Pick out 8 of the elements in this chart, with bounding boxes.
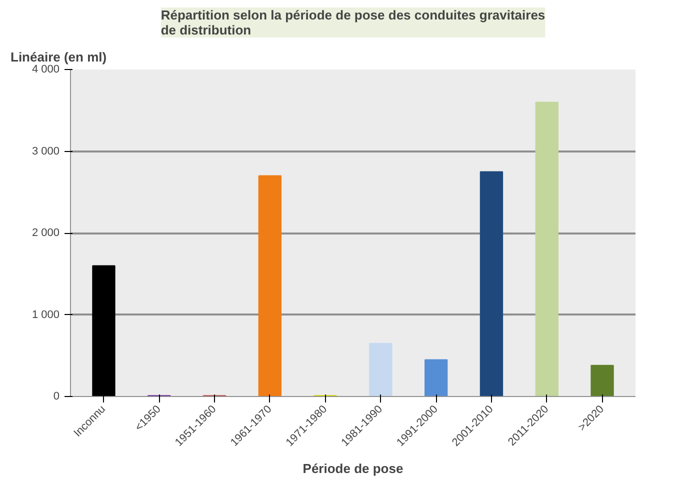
x-axis-title: Période de pose: [302, 461, 404, 476]
y-tick-label: 2 000: [32, 227, 60, 239]
y-tick-label: 1 000: [32, 308, 60, 321]
y-tick-label: 0: [53, 390, 60, 402]
chart-title: Répartition selon la période de pose des conduites gravitaires de distribution: [160, 8, 546, 38]
y-tick-label: 4 000: [32, 64, 60, 76]
y-tick-label: 3 000: [32, 145, 60, 158]
y-axis-title: Linéaire (en ml): [10, 50, 107, 64]
